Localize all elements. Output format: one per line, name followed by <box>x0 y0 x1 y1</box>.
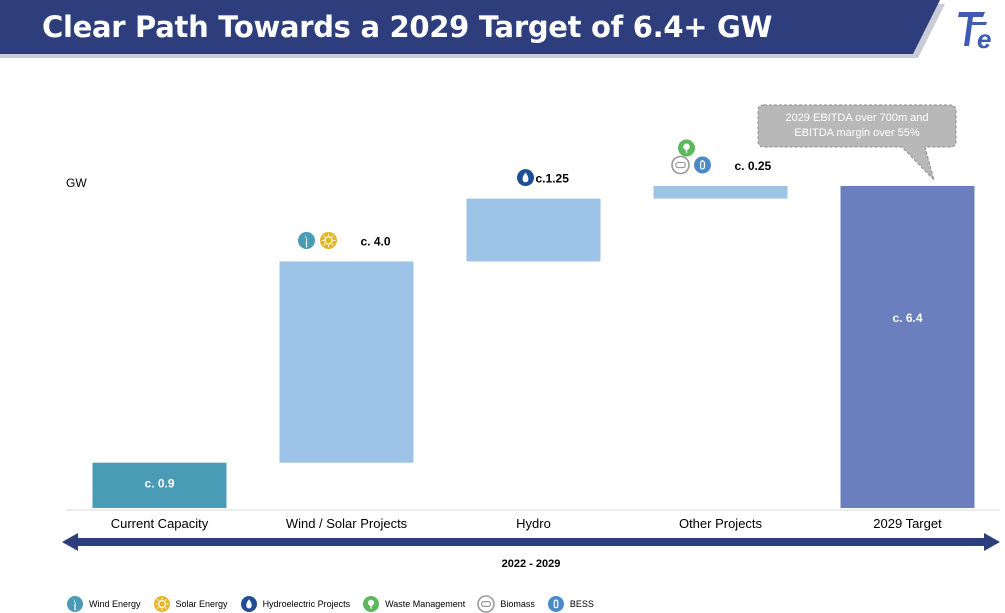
drop-icon <box>240 596 257 612</box>
tree-icon <box>678 139 695 157</box>
value-label: c. 6.4 <box>892 311 922 325</box>
category-label: Other Projects <box>679 516 763 531</box>
legend-label: BESS <box>569 599 594 609</box>
legend-item: Biomass <box>477 595 535 613</box>
drop-icon <box>517 169 534 187</box>
battery-icon <box>694 156 711 174</box>
bar-hydro <box>466 198 601 262</box>
bars-layer <box>92 186 975 508</box>
legend-item: Hydroelectric Projects <box>240 595 351 613</box>
bar-2029-target <box>840 186 975 508</box>
sun-icon <box>320 231 337 249</box>
ebitda-callout: 2029 EBITDA over 700m and EBITDA margin … <box>757 104 957 181</box>
legend: Wind Energy Solar Energy Hydroelectric Pro… <box>66 595 606 613</box>
legend-item: BESS <box>547 595 594 613</box>
wind-icon <box>298 231 315 249</box>
tree-icon <box>363 596 380 612</box>
category-label: Current Capacity <box>111 516 209 531</box>
category-label: 2029 Target <box>873 516 942 531</box>
page-title: Clear Path Towards a 2029 Target of 6.4+… <box>42 10 773 44</box>
value-label: c. 0.25 <box>735 159 772 173</box>
value-labels-layer: c. 0.9 c. 4.0 c.1.25 c. 0.25 c. 6.4 <box>144 159 922 490</box>
battery-icon <box>547 596 564 612</box>
header-banner <box>0 0 945 58</box>
callout-line-1: 2029 EBITDA over 700m and <box>785 112 928 124</box>
category-label: Wind / Solar Projects <box>286 516 408 531</box>
bar-wind-solar-projects <box>279 261 414 463</box>
bar-other-projects <box>653 186 788 199</box>
legend-label: Solar Energy <box>175 599 228 609</box>
biomass-icon <box>477 595 496 613</box>
legend-item: Solar Energy <box>153 595 228 613</box>
legend-label: Biomass <box>500 599 535 609</box>
period-arrow <box>62 533 1000 551</box>
legend-item: Waste Management <box>362 595 465 613</box>
logo-letter: e <box>977 24 991 54</box>
legend-label: Wind Energy <box>89 599 141 609</box>
period-label: 2022 - 2029 <box>502 558 561 570</box>
callout-line-2: EBITDA margin over 55% <box>794 127 920 139</box>
company-logo: e <box>958 12 991 54</box>
bar-current-capacity <box>92 462 227 508</box>
legend-label: Waste Management <box>385 599 466 609</box>
legend-item: Wind Energy <box>66 595 141 613</box>
sun-icon <box>153 596 170 612</box>
y-axis-label: GW <box>66 176 87 190</box>
value-label: c. 0.9 <box>144 476 174 490</box>
value-label: c.1.25 <box>536 172 570 186</box>
wind-icon <box>67 596 83 612</box>
value-label: c. 4.0 <box>361 234 391 248</box>
biomass-icon <box>671 155 690 175</box>
banner-shape <box>0 0 940 54</box>
category-label: Hydro <box>516 516 551 531</box>
category-labels-layer: Current Capacity Wind / Solar Projects Hyd… <box>111 516 942 531</box>
legend-label: Hydroelectric Projects <box>262 599 351 609</box>
bar-icons-layer <box>298 139 711 249</box>
